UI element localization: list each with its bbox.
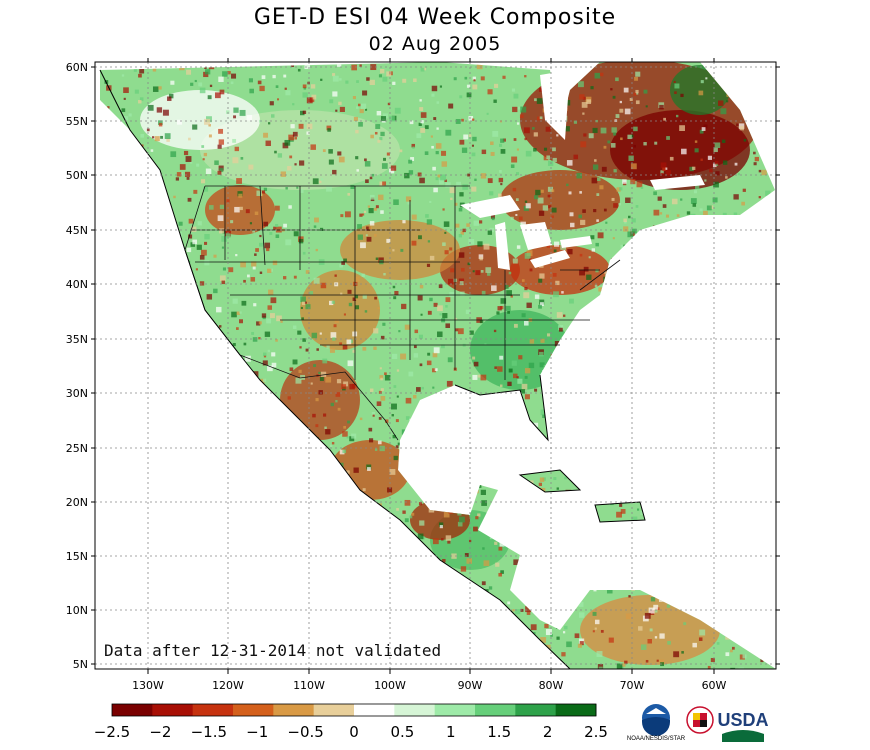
usda-logo: USDA <box>717 710 769 742</box>
colorbar-swatch <box>434 704 476 716</box>
lat-label: 55N <box>66 115 88 128</box>
map-frame <box>94 61 777 670</box>
noaa-caption: NOAA/NESDIS/STAR <box>627 736 686 742</box>
colorbar-label: 2.5 <box>584 723 608 741</box>
lat-label: 40N <box>66 278 88 291</box>
colorbar-label: −2.5 <box>94 723 130 741</box>
lat-label: 20N <box>66 496 88 509</box>
hudson-bay <box>540 70 570 140</box>
lat-label: 50N <box>66 169 88 182</box>
lat-label: 60N <box>66 61 88 74</box>
lat-label: 30N <box>66 387 88 400</box>
colorbar-label: 1 <box>446 723 456 741</box>
colorbar-swatch <box>152 704 194 716</box>
noaa-logo: NOAA/NESDIS/STAR <box>627 704 686 742</box>
lon-label: 60W <box>702 679 727 692</box>
lake-erie <box>530 250 570 268</box>
lake-michigan <box>495 222 510 270</box>
lake-huron <box>520 222 552 250</box>
graticule <box>95 62 776 669</box>
colorbar-swatch <box>555 704 597 716</box>
validation-note: Data after 12-31-2014 not validated <box>104 641 441 660</box>
colorbar-swatch <box>475 704 516 716</box>
lon-label: 110W <box>293 679 325 692</box>
map-title: GET-D ESI 04 Week Composite <box>253 5 617 30</box>
colorbar-swatch <box>112 704 153 716</box>
colorbar-border <box>111 703 597 717</box>
colorbar-label: 0.5 <box>390 723 414 741</box>
colorbar-swatch <box>354 704 395 716</box>
colorbar-swatch <box>192 704 234 716</box>
lon-label: 90W <box>458 679 483 692</box>
lat-label: 45N <box>66 224 88 237</box>
colorbar-label: −0.5 <box>287 723 323 741</box>
lat-label: 5N <box>73 658 88 671</box>
colorbar-swatch <box>313 704 355 716</box>
colorbar-swatch <box>273 704 315 716</box>
gulf-st-lawrence <box>650 175 705 190</box>
lon-label: 70W <box>620 679 645 692</box>
lake-ontario <box>560 236 592 248</box>
colorbar-swatch <box>515 704 557 716</box>
colorbar-label: −1.5 <box>191 723 227 741</box>
colorbar-label: −1 <box>246 723 268 741</box>
lat-label: 25N <box>66 442 88 455</box>
lat-label: 15N <box>66 550 88 563</box>
lat-label: 10N <box>66 604 88 617</box>
colorbar: −2.5 −2 −1.5 −1 −0.5 0 0.5 1 1.5 2 2.5 <box>94 703 608 741</box>
lon-label: 130W <box>132 679 164 692</box>
colorbar-label: −2 <box>149 723 171 741</box>
umd-seal <box>686 706 714 734</box>
usda-text: USDA <box>717 710 768 730</box>
map-date: 02 Aug 2005 <box>368 33 502 55</box>
lon-label: 80W <box>539 679 564 692</box>
colorbar-label: 1.5 <box>487 723 511 741</box>
lake-superior <box>460 195 520 218</box>
lat-label: 35N <box>66 333 88 346</box>
colorbar-label: 2 <box>543 723 553 741</box>
lon-label: 120W <box>212 679 244 692</box>
lon-label: 100W <box>374 679 406 692</box>
colorbar-label: 0 <box>349 723 359 741</box>
colorbar-swatch <box>233 704 274 716</box>
colorbar-swatch <box>394 704 436 716</box>
